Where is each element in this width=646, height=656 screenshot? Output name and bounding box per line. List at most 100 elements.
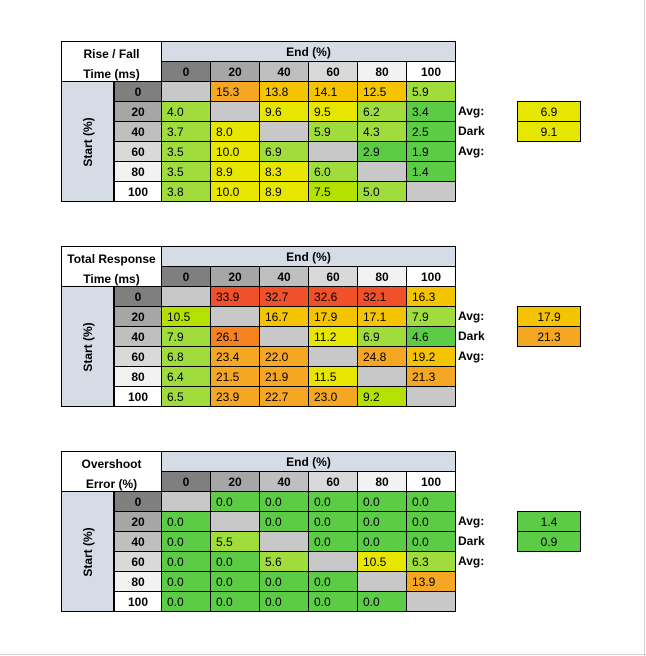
data-cell: 1.9 — [406, 141, 456, 162]
data-cell: 32.7 — [259, 286, 309, 307]
row-header: 40 — [114, 121, 162, 142]
corner-label-line: Time (ms) — [83, 67, 140, 81]
data-cell: 0.0 — [357, 511, 407, 532]
empty-cell — [357, 366, 407, 387]
data-cell: 23.4 — [210, 346, 260, 367]
data-cell: 0.0 — [161, 551, 211, 572]
data-cell: 6.9 — [259, 141, 309, 162]
row-header: 20 — [114, 511, 162, 532]
data-cell: 4.0 — [161, 101, 211, 122]
data-cell: 3.5 — [161, 141, 211, 162]
data-cell: 5.9 — [406, 81, 456, 102]
data-cell: 33.9 — [210, 286, 260, 307]
avg-label: Avg: — [458, 309, 485, 323]
row-header: 20 — [114, 306, 162, 327]
row-header: 40 — [114, 326, 162, 347]
data-cell: 0.0 — [259, 571, 309, 592]
data-cell: 10.0 — [210, 141, 260, 162]
corner-label-line: Error (%) — [85, 477, 138, 491]
data-cell: 5.0 — [357, 181, 407, 202]
data-cell: 21.3 — [406, 366, 456, 387]
data-cell: 13.8 — [259, 81, 309, 102]
row-group-header: Start (%) — [61, 81, 114, 202]
corner-label-line: Time (ms) — [83, 272, 140, 286]
data-cell: 23.0 — [308, 386, 358, 407]
col-header: 20 — [210, 266, 260, 287]
data-cell: 13.9 — [406, 571, 456, 592]
data-cell: 32.1 — [357, 286, 407, 307]
row-group-header-label: Start (%) — [80, 526, 95, 577]
empty-cell — [357, 571, 407, 592]
empty-cell — [406, 181, 456, 202]
empty-cell — [259, 121, 309, 142]
col-header: 100 — [406, 266, 456, 287]
row-header: 60 — [114, 346, 162, 367]
dark-avg-label: Dark Avg: — [458, 124, 485, 158]
data-cell: 0.0 — [161, 571, 211, 592]
dark-avg-value: 9.1 — [517, 121, 581, 142]
row-header: 80 — [114, 366, 162, 387]
frame-right-edge — [644, 0, 645, 656]
data-cell: 9.5 — [308, 101, 358, 122]
data-cell: 0.0 — [308, 571, 358, 592]
data-cell: 0.0 — [357, 491, 407, 512]
data-cell: 8.0 — [210, 121, 260, 142]
data-cell: 0.0 — [308, 511, 358, 532]
data-cell: 8.9 — [210, 161, 260, 182]
data-cell: 32.6 — [308, 286, 358, 307]
data-cell: 4.6 — [406, 326, 456, 347]
dark-avg-label: Dark Avg: — [458, 534, 485, 568]
data-cell: 3.5 — [161, 161, 211, 182]
data-cell: 12.5 — [357, 81, 407, 102]
data-cell: 0.0 — [161, 591, 211, 612]
row-header: 80 — [114, 571, 162, 592]
data-cell: 0.0 — [161, 531, 211, 552]
empty-cell — [308, 141, 358, 162]
row-header: 40 — [114, 531, 162, 552]
frame-bottom-edge — [0, 654, 646, 655]
corner-label-line: Rise / Fall — [83, 47, 140, 61]
dark-avg-label: Dark Avg: — [458, 329, 485, 363]
data-cell: 6.5 — [161, 386, 211, 407]
row-header: 0 — [114, 491, 162, 512]
data-cell: 6.8 — [161, 346, 211, 367]
avg-value: 17.9 — [517, 306, 581, 327]
col-header: 60 — [308, 471, 358, 492]
data-cell: 0.0 — [259, 491, 309, 512]
data-cell: 0.0 — [308, 591, 358, 612]
data-cell: 0.0 — [308, 531, 358, 552]
empty-cell — [161, 491, 211, 512]
data-cell: 6.2 — [357, 101, 407, 122]
dark-avg-value: 0.9 — [517, 531, 581, 552]
row-header: 100 — [114, 181, 162, 202]
col-header: 60 — [308, 61, 358, 82]
corner-label-line: Total Response — [67, 252, 156, 266]
empty-cell — [210, 511, 260, 532]
row-header: 60 — [114, 141, 162, 162]
table-corner-label: Total Response Time (ms) — [61, 246, 162, 287]
row-group-header: Start (%) — [61, 286, 114, 407]
empty-cell — [161, 286, 211, 307]
data-cell: 5.9 — [308, 121, 358, 142]
avg-label: Avg: — [458, 104, 485, 118]
data-cell: 22.0 — [259, 346, 309, 367]
avg-value: 6.9 — [517, 101, 581, 122]
data-cell: 0.0 — [161, 511, 211, 532]
col-header: 20 — [210, 471, 260, 492]
col-group-header: End (%) — [161, 451, 456, 472]
col-header: 0 — [161, 266, 211, 287]
row-group-header-label: Start (%) — [80, 116, 95, 167]
data-cell: 10.5 — [161, 306, 211, 327]
col-header: 80 — [357, 61, 407, 82]
data-cell: 23.9 — [210, 386, 260, 407]
table-corner-label: Overshoot Error (%) — [61, 451, 162, 492]
data-cell: 1.4 — [406, 161, 456, 182]
col-header: 80 — [357, 266, 407, 287]
row-header: 60 — [114, 551, 162, 572]
empty-cell — [210, 101, 260, 122]
row-header: 0 — [114, 81, 162, 102]
data-cell: 0.0 — [210, 491, 260, 512]
row-header: 80 — [114, 161, 162, 182]
empty-cell — [210, 306, 260, 327]
col-header: 20 — [210, 61, 260, 82]
